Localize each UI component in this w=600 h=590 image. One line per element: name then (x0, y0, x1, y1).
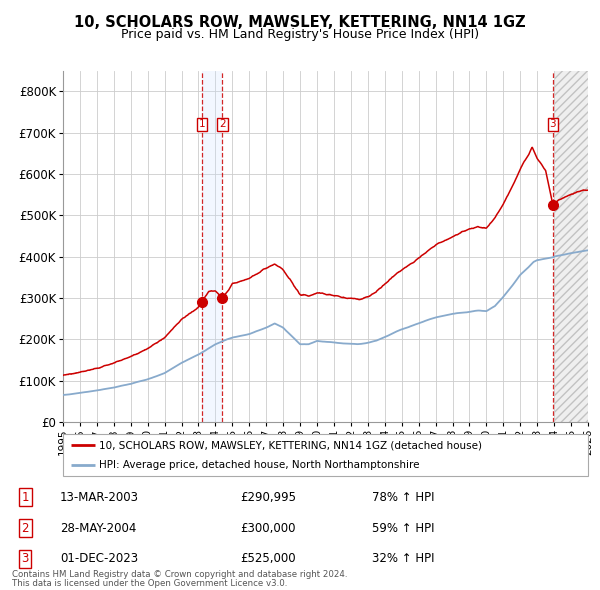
Text: 78% ↑ HPI: 78% ↑ HPI (372, 491, 434, 504)
Text: 2: 2 (219, 120, 226, 129)
Text: 28-MAY-2004: 28-MAY-2004 (60, 522, 136, 535)
Bar (202, 71, 223, 422)
Text: 32% ↑ HPI: 32% ↑ HPI (372, 552, 434, 565)
Text: £525,000: £525,000 (240, 552, 296, 565)
Text: 3: 3 (22, 552, 29, 565)
Text: 10, SCHOLARS ROW, MAWSLEY, KETTERING, NN14 1GZ: 10, SCHOLARS ROW, MAWSLEY, KETTERING, NN… (74, 15, 526, 30)
Text: 2: 2 (22, 522, 29, 535)
Text: 59% ↑ HPI: 59% ↑ HPI (372, 522, 434, 535)
Text: 01-DEC-2023: 01-DEC-2023 (60, 552, 138, 565)
Bar (556, 71, 588, 422)
Text: 3: 3 (550, 120, 556, 129)
Text: 13-MAR-2003: 13-MAR-2003 (60, 491, 139, 504)
Text: 10, SCHOLARS ROW, MAWSLEY, KETTERING, NN14 1GZ (detached house): 10, SCHOLARS ROW, MAWSLEY, KETTERING, NN… (98, 440, 482, 450)
Bar (556, 71, 588, 422)
Text: £290,995: £290,995 (240, 491, 296, 504)
Text: This data is licensed under the Open Government Licence v3.0.: This data is licensed under the Open Gov… (12, 579, 287, 588)
Text: £300,000: £300,000 (240, 522, 296, 535)
FancyBboxPatch shape (63, 434, 588, 476)
Text: HPI: Average price, detached house, North Northamptonshire: HPI: Average price, detached house, Nort… (98, 460, 419, 470)
Text: Price paid vs. HM Land Registry's House Price Index (HPI): Price paid vs. HM Land Registry's House … (121, 28, 479, 41)
Text: 1: 1 (22, 491, 29, 504)
Text: Contains HM Land Registry data © Crown copyright and database right 2024.: Contains HM Land Registry data © Crown c… (12, 570, 347, 579)
Text: 1: 1 (199, 120, 205, 129)
